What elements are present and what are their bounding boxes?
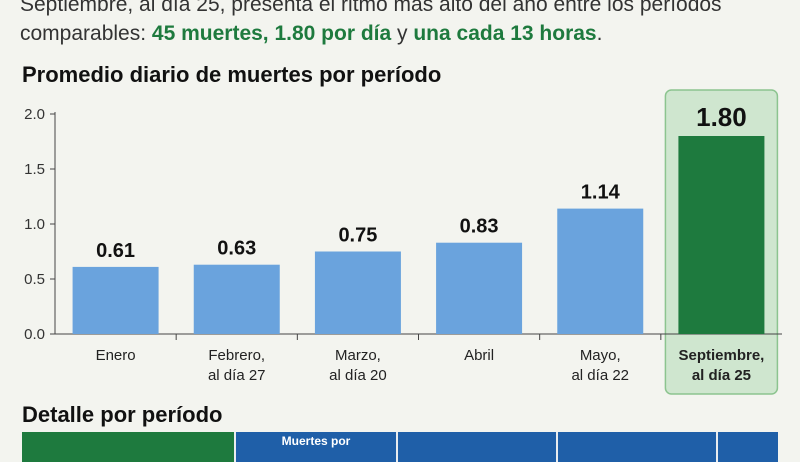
bar-value-label: 0.63 xyxy=(217,238,256,260)
intro-line-2-b: y xyxy=(391,22,414,45)
bar xyxy=(72,266,159,334)
intro-line-2-c: . xyxy=(596,22,603,45)
table-header-cell-1: Muertes por xyxy=(236,432,398,462)
bar-value-label: 0.61 xyxy=(96,240,135,262)
bar-highlight xyxy=(678,136,765,334)
x-category-label: Enero xyxy=(96,347,136,364)
bar xyxy=(314,251,401,334)
intro-highlight-deaths: 45 muertes, 1.80 por día xyxy=(151,22,392,45)
x-category-label: Febrero, xyxy=(208,347,265,364)
x-category-label: al día 27 xyxy=(208,367,266,384)
x-category-label: Marzo, xyxy=(335,347,381,364)
bar-value-label: 1.80 xyxy=(696,102,747,132)
y-tick-label: 1.0 xyxy=(24,216,45,233)
bar xyxy=(557,208,644,334)
bar-value-label: 0.83 xyxy=(460,216,499,238)
intro-highlight-rate: una cada 13 horas xyxy=(413,22,597,45)
x-category-label: Septiembre, xyxy=(678,347,764,364)
bar xyxy=(193,264,280,334)
intro-line-2-a: comparables: xyxy=(20,22,152,45)
bar-value-label: 0.75 xyxy=(338,225,377,247)
intro-text: Septiembre, al día 25, presenta el ritmo… xyxy=(20,0,790,48)
y-tick-label: 0.0 xyxy=(24,326,45,343)
x-category-label: Abril xyxy=(464,347,494,364)
x-category-label: al día 25 xyxy=(692,367,751,384)
intro-line-2: comparables: 45 muertes, 1.80 por día y … xyxy=(20,19,790,48)
y-tick-label: 2.0 xyxy=(24,106,45,123)
y-tick-label: 0.5 xyxy=(24,271,45,288)
table-header-cell-2 xyxy=(398,432,558,462)
x-category-label: al día 22 xyxy=(571,367,629,384)
table-header-cell-0 xyxy=(22,432,236,462)
table-header-cell-3 xyxy=(558,432,718,462)
chart-title: Promedio diario de muertes por período xyxy=(22,62,442,87)
x-category-label: Mayo, xyxy=(580,347,621,364)
intro-line-1: Septiembre, al día 25, presenta el ritmo… xyxy=(20,0,722,16)
bar-value-label: 1.14 xyxy=(581,182,621,204)
section-title-detail: Detalle por período xyxy=(22,402,223,427)
detail-table-header: Muertes por xyxy=(22,432,778,462)
table-header-cell-4 xyxy=(718,432,778,462)
bar-chart: 0.0 0.5 1.0 1.5 2.0 0.61 Enero 0.63 Febrero, al d… xyxy=(24,89,782,395)
x-category-label: al día 20 xyxy=(329,367,387,384)
bar xyxy=(436,242,523,334)
y-tick-label: 1.5 xyxy=(24,161,45,178)
